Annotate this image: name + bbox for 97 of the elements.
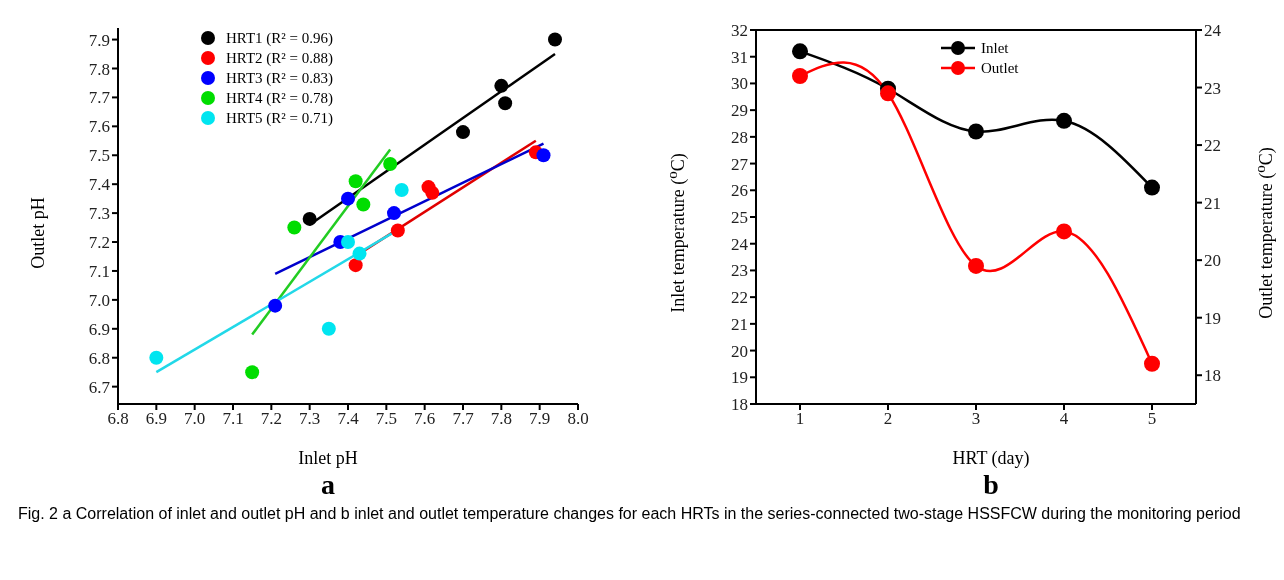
y2-tick-label: 21 — [1204, 193, 1221, 213]
point — [356, 197, 371, 212]
point — [1144, 179, 1160, 196]
point — [394, 182, 409, 197]
point — [352, 246, 367, 261]
point — [268, 298, 283, 313]
legend-label: HRT5 (R² = 0.71) — [226, 109, 334, 128]
point — [287, 220, 302, 235]
x-tick-label: 2 — [883, 409, 893, 429]
x-tick-label: 7.1 — [222, 409, 244, 429]
point — [302, 211, 317, 226]
y-tick-label: 7.1 — [88, 261, 110, 281]
point — [792, 68, 808, 85]
y-tick-label: 27 — [731, 154, 749, 174]
y-tick-label: 23 — [731, 261, 748, 281]
y2-tick-label: 18 — [1204, 366, 1221, 386]
point — [548, 32, 562, 47]
x-tick-label: 7.2 — [260, 409, 282, 429]
y-tick-label: 26 — [731, 181, 748, 201]
point — [1056, 223, 1072, 240]
x-tick-label: 7.8 — [490, 409, 512, 429]
x-tick-label: 7.6 — [414, 409, 436, 429]
point — [383, 156, 398, 171]
y-tick-label: 29 — [731, 101, 748, 121]
x-tick-label: 7.0 — [184, 409, 206, 429]
point — [341, 235, 355, 250]
point — [348, 258, 363, 273]
y-tick-label: 32 — [731, 21, 748, 41]
legend-label: HRT4 (R² = 0.78) — [226, 89, 334, 108]
x-tick-label: 6.8 — [107, 409, 129, 429]
point — [387, 206, 401, 221]
y-tick-label: 7.9 — [88, 30, 110, 50]
y2-tick-label: 19 — [1204, 308, 1221, 328]
y-tick-label: 18 — [731, 395, 748, 415]
point — [880, 85, 896, 102]
point — [968, 123, 984, 140]
point — [245, 365, 260, 380]
point — [1056, 112, 1072, 129]
x-tick-label: 7.5 — [375, 409, 397, 429]
y-tick-label: 22 — [731, 288, 748, 308]
y-tick-label: 31 — [731, 47, 748, 67]
y-tick-label: 19 — [731, 368, 748, 388]
x-tick-label: 4 — [1059, 409, 1069, 429]
y-tick-label: 7.7 — [88, 88, 111, 108]
x-tick-label: 5 — [1147, 409, 1157, 429]
y-tick-label: 7.0 — [88, 290, 110, 310]
x-tick-label: 7.9 — [529, 409, 551, 429]
x-tick-label: 7.4 — [337, 409, 360, 429]
legend-label: Outlet — [981, 59, 1019, 78]
point — [456, 125, 470, 140]
x-tick-label: 3 — [971, 409, 981, 429]
y2-tick-label: 23 — [1204, 78, 1221, 98]
legend-label: HRT2 (R² = 0.88) — [226, 49, 334, 68]
point — [425, 185, 440, 200]
y-tick-label: 6.9 — [88, 319, 110, 339]
y-tick-label: 7.4 — [88, 175, 111, 195]
y-axis-title: Outlet pH — [27, 197, 49, 269]
legend-label: HRT1 (R² = 0.96) — [226, 29, 334, 48]
point — [1144, 355, 1160, 372]
x-tick-label: 8.0 — [567, 409, 589, 429]
point — [341, 191, 355, 206]
y-tick-label: 25 — [731, 208, 748, 228]
point — [149, 350, 164, 365]
x-tick-label: 7.3 — [299, 409, 321, 429]
legend-label: Inlet — [981, 39, 1009, 58]
x-tick-label: 1 — [795, 409, 805, 429]
point — [494, 78, 509, 93]
y-tick-label: 21 — [731, 314, 748, 334]
x-axis-title: Inlet pH — [297, 448, 359, 469]
y-tick-label: 24 — [731, 234, 749, 254]
y2-tick-label: 20 — [1204, 251, 1221, 271]
y-tick-label: 30 — [731, 74, 748, 94]
y-tick-label: 7.5 — [88, 146, 110, 166]
point — [321, 321, 336, 336]
y-tick-label: 7.2 — [88, 233, 110, 253]
point — [498, 96, 513, 111]
y-tick-label: 28 — [731, 127, 748, 147]
point — [968, 257, 984, 274]
y-tick-label: 6.7 — [88, 377, 111, 397]
y-tick-label: 20 — [731, 341, 748, 361]
point — [536, 148, 551, 163]
text: b — [982, 469, 1000, 501]
y2-tick-label: 22 — [1204, 136, 1221, 156]
text: a — [320, 469, 336, 501]
caption: Fig. 2 a Correlation of inlet and outlet pH and b inlet and outlet temperature changes for each HRTs in the series-connected two-stage HSSFCW during the monitoring period — [17, 505, 1242, 523]
x-tick-label: 7.7 — [452, 409, 475, 429]
y-tick-label: 7.6 — [88, 117, 110, 137]
y2-tick-label: 24 — [1204, 21, 1222, 41]
y-tick-label: 7.8 — [88, 59, 110, 79]
legend-label: HRT3 (R² = 0.83) — [226, 69, 334, 88]
x-tick-label: 6.9 — [145, 409, 167, 429]
y-tick-label: 6.8 — [88, 348, 110, 368]
x-axis-title: HRT (day) — [951, 448, 1031, 469]
y-tick-label: 7.3 — [88, 204, 110, 224]
point — [390, 223, 405, 238]
point — [348, 174, 363, 189]
point — [792, 43, 808, 60]
